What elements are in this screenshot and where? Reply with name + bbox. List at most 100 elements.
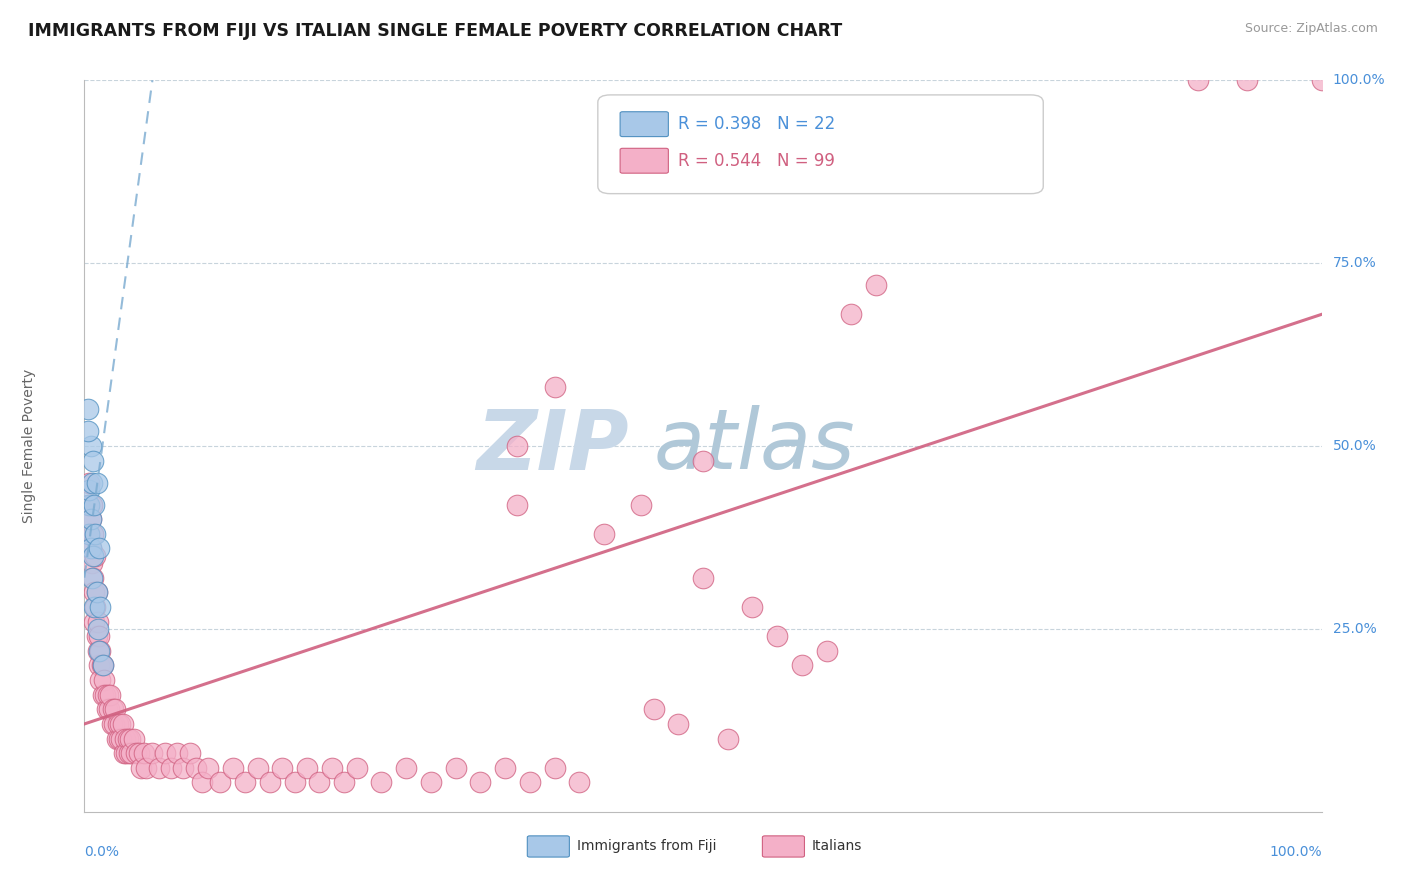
Point [222, 761, 245, 775]
Point [141, 746, 163, 760]
Point [246, 761, 269, 775]
Point [865, 278, 887, 293]
Point [77, 425, 100, 439]
Text: 0.0%: 0.0% [84, 845, 120, 859]
Point [89, 673, 111, 687]
Point [110, 717, 132, 731]
Point [122, 731, 145, 746]
Point [184, 761, 207, 775]
Point [103, 717, 125, 731]
Point [148, 761, 170, 775]
Point [84, 549, 107, 563]
Point [79, 439, 101, 453]
Point [197, 761, 219, 775]
FancyBboxPatch shape [527, 836, 569, 857]
Point [259, 775, 281, 789]
Text: Italians: Italians [811, 839, 862, 853]
Text: Immigrants from Fiji: Immigrants from Fiji [576, 839, 716, 853]
Point [741, 599, 763, 614]
Point [91, 658, 114, 673]
Point [89, 644, 111, 658]
Point [97, 688, 120, 702]
Point [766, 629, 789, 643]
Point [166, 746, 188, 760]
Point [308, 775, 330, 789]
Point [470, 775, 492, 789]
Point [543, 761, 565, 775]
Point [108, 731, 131, 746]
Point [79, 541, 101, 556]
Point [100, 717, 122, 731]
Point [104, 702, 127, 716]
Point [790, 658, 813, 673]
Point [692, 571, 714, 585]
Point [593, 526, 616, 541]
Text: IMMIGRANTS FROM FIJI VS ITALIAN SINGLE FEMALE POVERTY CORRELATION CHART: IMMIGRANTS FROM FIJI VS ITALIAN SINGLE F… [28, 22, 842, 40]
FancyBboxPatch shape [762, 836, 804, 857]
Point [79, 512, 101, 526]
Point [89, 658, 111, 673]
Point [84, 599, 107, 614]
Text: 50.0%: 50.0% [1333, 439, 1376, 453]
Point [118, 746, 141, 760]
Point [179, 746, 201, 760]
Point [80, 475, 103, 490]
Point [815, 644, 838, 658]
Point [83, 585, 105, 599]
Point [93, 673, 115, 687]
Point [1310, 73, 1333, 87]
Text: 25.0%: 25.0% [1333, 622, 1376, 636]
Point [115, 746, 138, 760]
Point [80, 498, 103, 512]
Point [284, 775, 307, 789]
Point [89, 644, 111, 658]
Point [209, 775, 232, 789]
Point [83, 599, 105, 614]
Point [86, 475, 108, 490]
Point [114, 731, 136, 746]
Text: atlas: atlas [654, 406, 855, 486]
Point [79, 526, 101, 541]
Point [117, 731, 139, 746]
Point [135, 761, 157, 775]
Point [89, 599, 111, 614]
Point [1187, 73, 1209, 87]
Point [77, 402, 100, 417]
Point [128, 746, 150, 760]
Point [419, 775, 441, 789]
FancyBboxPatch shape [620, 112, 668, 136]
Point [519, 775, 541, 789]
Text: R = 0.398   N = 22: R = 0.398 N = 22 [678, 115, 835, 133]
Point [79, 541, 101, 556]
Point [86, 585, 108, 599]
Point [506, 439, 529, 453]
Text: 100.0%: 100.0% [1270, 845, 1322, 859]
Point [80, 556, 103, 570]
Point [105, 731, 128, 746]
Point [77, 498, 100, 512]
Text: Source: ZipAtlas.com: Source: ZipAtlas.com [1244, 22, 1378, 36]
Text: 75.0%: 75.0% [1333, 256, 1376, 270]
Point [101, 702, 124, 716]
Point [543, 380, 565, 394]
Point [98, 702, 121, 716]
Point [321, 761, 343, 775]
Point [82, 526, 104, 541]
Point [666, 717, 689, 731]
FancyBboxPatch shape [598, 95, 1043, 194]
Point [1236, 73, 1258, 87]
Point [98, 688, 121, 702]
Point [87, 615, 110, 629]
Point [82, 571, 104, 585]
Point [120, 746, 142, 760]
Point [91, 688, 114, 702]
Point [630, 498, 652, 512]
Point [717, 731, 740, 746]
Point [87, 644, 110, 658]
Point [444, 761, 467, 775]
Point [160, 761, 183, 775]
Point [125, 746, 148, 760]
Point [84, 526, 107, 541]
Point [506, 498, 529, 512]
Point [568, 775, 591, 789]
